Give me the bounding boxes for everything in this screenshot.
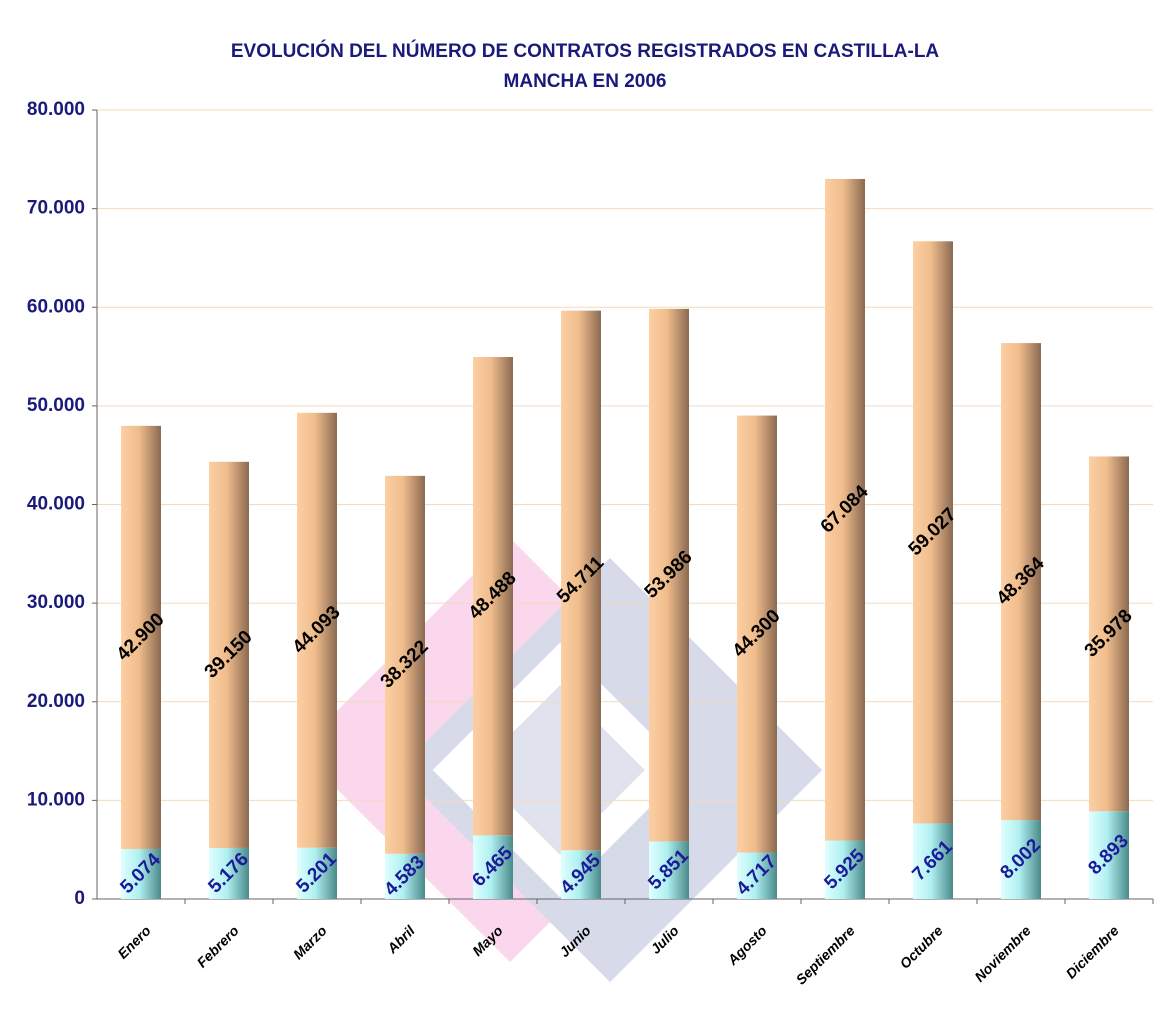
x-tick-label: Enero	[114, 922, 154, 962]
chart-title: MANCHA EN 2006	[504, 71, 667, 92]
bar-segment	[209, 847, 249, 899]
y-tick-label: 0	[74, 888, 85, 909]
y-tick-label: 40.000	[27, 494, 85, 515]
bar-segment	[297, 412, 337, 848]
y-tick-label: 80.000	[27, 99, 85, 120]
bar-segment	[825, 178, 865, 841]
bar-segment	[473, 835, 513, 899]
bar-segment	[209, 461, 249, 848]
bar-segment	[385, 475, 425, 854]
y-tick-label: 20.000	[27, 691, 85, 712]
x-tick-label: Febrero	[194, 922, 242, 970]
bar-segment	[121, 848, 161, 899]
y-tick-label: 60.000	[27, 296, 85, 317]
bar-segment	[385, 853, 425, 899]
bar-segment	[913, 241, 953, 824]
chart-title: EVOLUCIÓN DEL NÚMERO DE CONTRATOS REGIST…	[231, 40, 940, 62]
bar-segment	[649, 308, 689, 842]
x-tick-label: Septiembre	[793, 922, 858, 987]
y-tick-label: 70.000	[27, 198, 85, 219]
bar-segment	[913, 823, 953, 899]
bar-segment	[473, 357, 513, 836]
bar-segment	[737, 415, 777, 853]
y-tick-label: 10.000	[27, 789, 85, 810]
y-tick-label: 50.000	[27, 395, 85, 416]
bar-segment	[561, 310, 601, 851]
bar-segment	[737, 852, 777, 899]
bar-segment	[1001, 820, 1041, 899]
x-tick-label: Agosto	[724, 922, 770, 968]
bar-segment	[825, 840, 865, 899]
bar-segment	[297, 847, 337, 899]
x-tick-label: Noviembre	[971, 922, 1034, 985]
x-tick-label: Marzo	[290, 922, 330, 962]
x-tick-label: Octubre	[896, 922, 945, 971]
bar-segment	[121, 425, 161, 849]
bar-segment	[1001, 343, 1041, 821]
bar-segment	[561, 850, 601, 899]
bar-segment	[1089, 456, 1129, 812]
x-tick-label: Abril	[383, 922, 418, 957]
bar-segment	[649, 841, 689, 899]
y-tick-label: 30.000	[27, 592, 85, 613]
x-tick-label: Diciembre	[1063, 922, 1122, 981]
bar-segment	[1089, 811, 1129, 899]
